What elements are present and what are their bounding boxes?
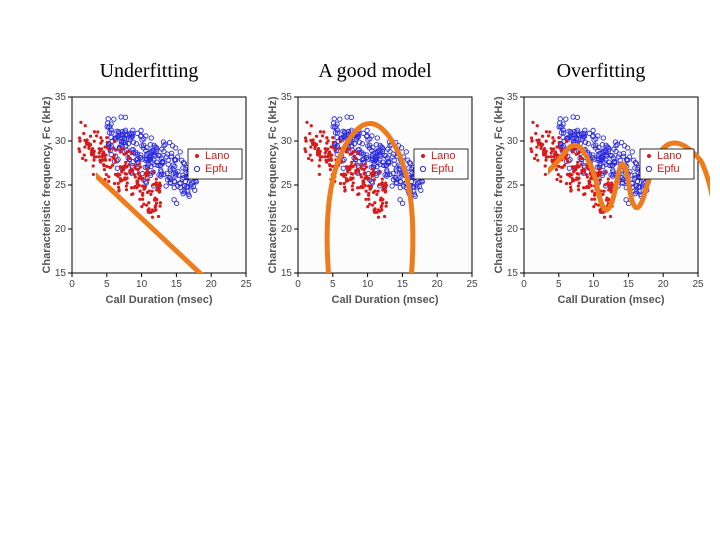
panels-row: Underfitting 0 5 10 15 20 25 15 20 25 30 35 Call Du… bbox=[0, 0, 720, 309]
svg-text:15: 15 bbox=[171, 279, 183, 290]
svg-text:5: 5 bbox=[330, 279, 336, 290]
svg-text:15: 15 bbox=[623, 279, 635, 290]
svg-text:35: 35 bbox=[281, 92, 293, 103]
chart-good: 0 5 10 15 20 25 15 20 25 30 35 Call Duration (msec)… bbox=[266, 91, 484, 309]
svg-text:Call Duration (msec): Call Duration (msec) bbox=[558, 294, 665, 306]
svg-text:20: 20 bbox=[206, 279, 218, 290]
svg-text:Epfu: Epfu bbox=[431, 163, 454, 175]
svg-text:30: 30 bbox=[281, 136, 293, 147]
svg-text:0: 0 bbox=[295, 279, 301, 290]
svg-text:0: 0 bbox=[69, 279, 75, 290]
panel-title: Overfitting bbox=[557, 60, 646, 83]
svg-text:Characteristic frequency, Fc (: Characteristic frequency, Fc (kHz) bbox=[41, 96, 53, 273]
svg-text:Lano: Lano bbox=[205, 150, 229, 162]
svg-text:25: 25 bbox=[55, 180, 67, 191]
svg-text:20: 20 bbox=[507, 224, 519, 235]
svg-text:Epfu: Epfu bbox=[657, 163, 680, 175]
svg-text:15: 15 bbox=[55, 268, 67, 279]
svg-text:25: 25 bbox=[507, 180, 519, 191]
svg-text:Lano: Lano bbox=[431, 150, 455, 162]
svg-text:Call Duration (msec): Call Duration (msec) bbox=[332, 294, 439, 306]
svg-text:20: 20 bbox=[281, 224, 293, 235]
svg-text:25: 25 bbox=[466, 279, 478, 290]
svg-text:5: 5 bbox=[556, 279, 562, 290]
svg-text:10: 10 bbox=[136, 279, 148, 290]
panel-title: A good model bbox=[318, 60, 431, 83]
svg-text:25: 25 bbox=[692, 279, 704, 290]
svg-text:Epfu: Epfu bbox=[205, 163, 228, 175]
svg-text:5: 5 bbox=[104, 279, 110, 290]
svg-text:15: 15 bbox=[507, 268, 519, 279]
panel-title: Underfitting bbox=[100, 60, 199, 83]
svg-text:20: 20 bbox=[55, 224, 67, 235]
svg-text:35: 35 bbox=[55, 92, 67, 103]
chart-underfitting: 0 5 10 15 20 25 15 20 25 30 35 Call Duration (msec)… bbox=[40, 91, 258, 309]
svg-text:20: 20 bbox=[432, 279, 444, 290]
svg-text:Call Duration (msec): Call Duration (msec) bbox=[106, 294, 213, 306]
svg-text:15: 15 bbox=[281, 268, 293, 279]
panel-overfitting: Overfitting 0 5 10 15 20 25 15 20 25 30 35 Call Dur… bbox=[492, 60, 710, 309]
chart-overfitting: 0 5 10 15 20 25 15 20 25 30 35 Call Duration (msec)… bbox=[492, 91, 710, 309]
panel-underfitting: Underfitting 0 5 10 15 20 25 15 20 25 30 35 Call Du… bbox=[40, 60, 258, 309]
svg-text:30: 30 bbox=[507, 136, 519, 147]
svg-text:Characteristic frequency, Fc (: Characteristic frequency, Fc (kHz) bbox=[493, 96, 505, 273]
svg-text:35: 35 bbox=[507, 92, 519, 103]
svg-text:25: 25 bbox=[281, 180, 293, 191]
svg-text:20: 20 bbox=[658, 279, 670, 290]
panel-good: A good model 0 5 10 15 20 25 15 20 25 30 35 Call Du… bbox=[266, 60, 484, 309]
svg-text:0: 0 bbox=[521, 279, 527, 290]
svg-text:25: 25 bbox=[240, 279, 252, 290]
svg-text:Characteristic frequency, Fc (: Characteristic frequency, Fc (kHz) bbox=[267, 96, 279, 273]
svg-text:15: 15 bbox=[397, 279, 409, 290]
svg-text:Lano: Lano bbox=[657, 150, 681, 162]
svg-text:10: 10 bbox=[588, 279, 600, 290]
svg-text:30: 30 bbox=[55, 136, 67, 147]
svg-text:10: 10 bbox=[362, 279, 374, 290]
